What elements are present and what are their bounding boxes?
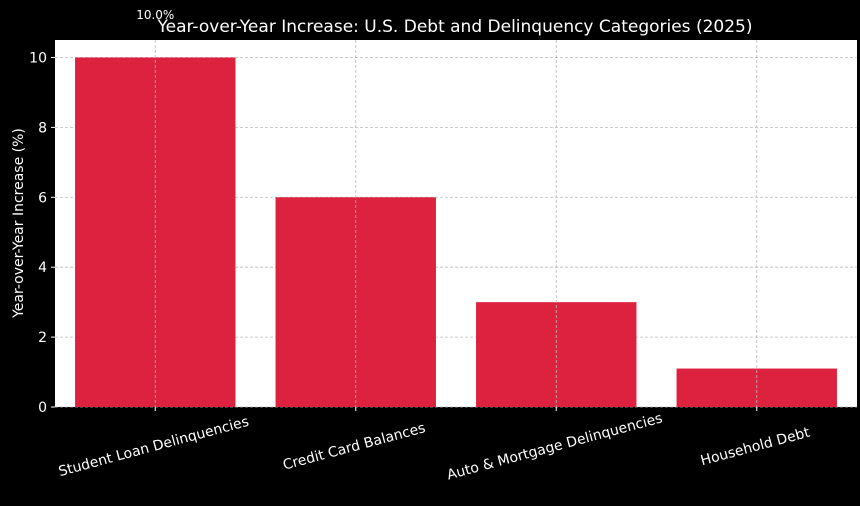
- chart-title: Year-over-Year Increase: U.S. Debt and D…: [157, 17, 753, 37]
- y-axis-title: Year-over-Year Increase (%): [11, 128, 27, 319]
- x-tick-label: Credit Card Balances: [281, 420, 427, 473]
- y-tick-label: 4: [38, 260, 47, 276]
- data-labels: 10.0%: [136, 8, 174, 22]
- x-tick-label: Student Loan Delinquencies: [57, 414, 251, 480]
- y-tick-label: 10: [29, 50, 47, 66]
- y-tick-label: 6: [38, 190, 47, 206]
- x-tick-label: Auto & Mortgage Delinquencies: [445, 410, 664, 483]
- y-tick-label: 0: [38, 400, 47, 416]
- x-axis-ticks: Student Loan Delinquencies Credit Card Ba…: [57, 407, 812, 483]
- y-tick-label: 8: [38, 120, 47, 136]
- y-axis-ticks: 0 2 4 6 8 10: [29, 50, 55, 416]
- x-tick-label: Household Debt: [699, 425, 812, 470]
- gridlines: [55, 57, 857, 408]
- bar: [476, 302, 637, 407]
- bars: [75, 40, 837, 407]
- bar-data-label: 10.0%: [136, 8, 174, 22]
- y-tick-label: 2: [38, 330, 47, 346]
